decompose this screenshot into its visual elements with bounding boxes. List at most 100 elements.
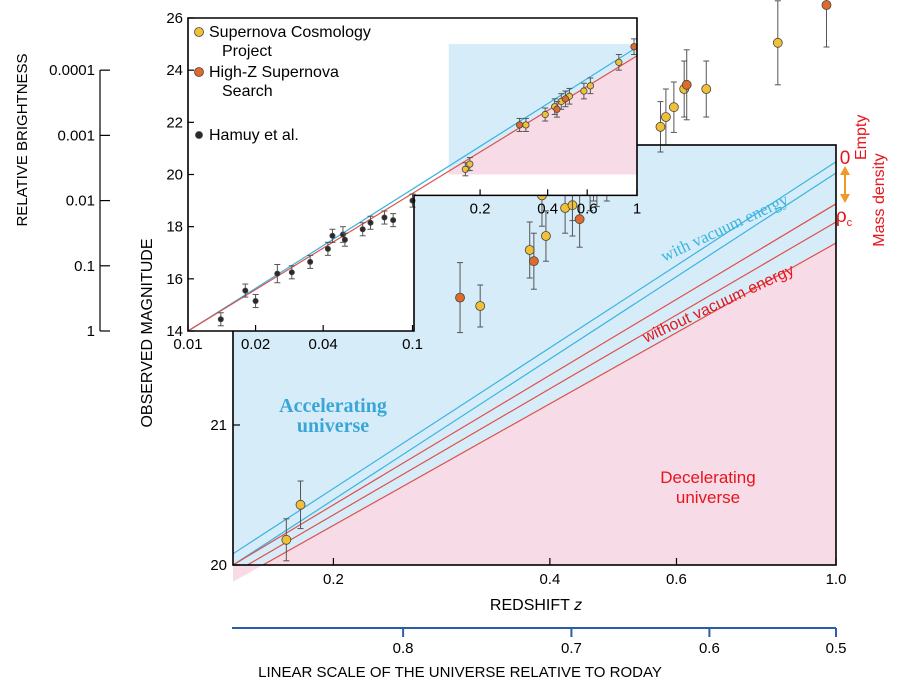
data-point — [341, 236, 348, 243]
inset-y-tick-label: 18 — [166, 219, 183, 236]
data-point — [701, 84, 712, 94]
accelerating-label-line2: universe — [297, 415, 369, 437]
inset-point — [553, 100, 561, 118]
inset-y-tick-label: 26 — [166, 10, 183, 27]
inset-point — [324, 241, 331, 256]
inset-point — [242, 283, 249, 298]
data-point — [772, 37, 783, 48]
scale-tick-label: 0.8 — [393, 640, 414, 657]
mass-density-arrow-down — [840, 194, 850, 203]
legend-marker-highz — [194, 67, 204, 77]
inset-point — [541, 107, 549, 122]
legend-label-highz: High-Z Supernova — [209, 64, 339, 81]
inset-x-tick-label: 0.1 — [402, 336, 423, 353]
scp-point — [475, 284, 486, 328]
scp-point — [668, 81, 679, 133]
legend-label-scp: Supernova Cosmology — [209, 24, 371, 41]
model-lines — [233, 161, 837, 565]
x-tick-label: 0.2 — [323, 571, 344, 588]
inset-model-line-vacuum — [188, 46, 637, 331]
data-point — [461, 165, 469, 173]
inset-y-ticks: 14 16 18 20 22 24 26 — [166, 10, 194, 340]
data-point — [475, 301, 486, 311]
mass-density-rho: ρc — [836, 206, 853, 229]
y-tick-label: 21 — [210, 417, 227, 434]
inset-point — [329, 228, 336, 243]
scp-point — [660, 88, 671, 146]
rho-subscript: c — [847, 217, 853, 229]
scp-point — [295, 480, 306, 530]
data-point — [660, 112, 671, 122]
mass-density-arrow-up — [840, 166, 850, 175]
scp-point — [772, 0, 783, 86]
inset-point — [341, 232, 348, 247]
inset-data-points — [217, 38, 638, 327]
accelerating-label: Accelerating — [279, 395, 387, 417]
data-point — [455, 292, 465, 303]
observed-magnitude-label: OBSERVED MAGNITUDE — [139, 238, 156, 427]
inset-point — [580, 82, 588, 100]
model-line-matter — [246, 221, 837, 565]
scp-point — [541, 210, 551, 262]
highz-point — [681, 49, 692, 121]
data-point — [295, 499, 306, 510]
model-line-matter — [261, 242, 837, 565]
inset-point — [586, 77, 594, 95]
relative-brightness-axis: 0.0001 0.001 0.01 0.1 1 — [49, 62, 110, 340]
redshift-label-text: REDSHIFT — [490, 597, 574, 614]
linear-scale-label: LINEAR SCALE OF THE UNIVERSE RELATIVE TO… — [258, 664, 662, 681]
inset-point — [288, 265, 295, 280]
data-point — [580, 87, 588, 95]
inset-point — [630, 38, 638, 56]
inset-y-tick-label: 20 — [166, 167, 183, 184]
linear-scale-axis: 0.8 0.7 0.6 0.5 — [232, 627, 846, 657]
legend-label-highz: Search — [222, 83, 273, 100]
data-point — [359, 226, 366, 233]
inset-x-tick-label: 0.02 — [241, 336, 270, 353]
data-point — [390, 217, 397, 224]
data-point — [541, 110, 549, 119]
data-point — [821, 0, 832, 10]
model-line-vacuum — [233, 161, 837, 555]
x-tick-label: 0.4 — [539, 571, 560, 588]
legend-label-scp: Project — [222, 43, 272, 60]
inset-point — [274, 263, 281, 284]
highz-point — [528, 232, 539, 290]
y-tick-label: 20 — [210, 557, 227, 574]
inset-point — [367, 215, 374, 230]
data-point — [274, 270, 281, 277]
inset-point — [466, 157, 474, 172]
x-tick-label: 1.0 — [826, 571, 847, 588]
inset-x-tick-label: 0.2 — [470, 200, 491, 217]
data-point — [522, 121, 530, 129]
data-point — [381, 214, 388, 221]
data-point — [281, 534, 292, 545]
inset-point — [252, 293, 259, 309]
scp-point — [701, 60, 712, 118]
data-point — [615, 58, 623, 66]
mass-density-zero: 0 — [840, 148, 851, 169]
model-line-matter — [233, 203, 837, 565]
inset-point — [522, 117, 530, 132]
data-point — [668, 102, 679, 113]
data-point — [217, 316, 224, 323]
inset-x-ticks: 0.01 0.02 0.04 0.1 0.2 0.4 0.6 1 — [173, 189, 641, 353]
scale-tick-label: 0.7 — [561, 640, 582, 657]
data-point — [524, 245, 535, 255]
rho-symbol: ρ — [836, 206, 847, 227]
inset-point — [307, 254, 314, 269]
inset-point — [390, 213, 397, 228]
inset-y-tick-label: 16 — [166, 271, 183, 288]
data-point — [252, 298, 259, 305]
x-tick-label: 0.6 — [666, 571, 687, 588]
highz-point — [455, 262, 465, 334]
data-point — [655, 121, 666, 132]
data-point — [242, 287, 249, 294]
data-point — [288, 269, 295, 276]
data-point — [516, 121, 524, 129]
data-point — [681, 79, 692, 90]
inset-point — [615, 54, 623, 71]
data-point — [367, 219, 374, 226]
inset-x-tick-label: 1 — [633, 200, 641, 217]
data-point — [553, 105, 561, 113]
